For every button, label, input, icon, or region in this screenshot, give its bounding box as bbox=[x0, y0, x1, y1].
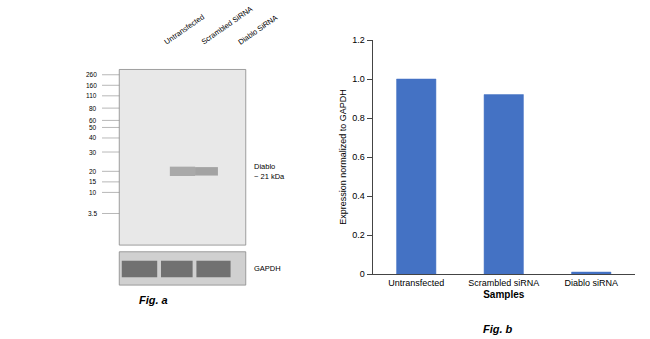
svg-text:110: 110 bbox=[86, 92, 97, 99]
svg-text:3.5: 3.5 bbox=[88, 210, 97, 217]
svg-text:260: 260 bbox=[86, 71, 97, 78]
svg-text:1.2: 1.2 bbox=[352, 35, 365, 45]
svg-text:0.4: 0.4 bbox=[352, 191, 365, 201]
svg-text:Diablo SiRNA: Diablo SiRNA bbox=[236, 13, 279, 47]
svg-text:Untransfected: Untransfected bbox=[388, 278, 444, 288]
svg-text:1.0: 1.0 bbox=[352, 74, 365, 84]
svg-text:15: 15 bbox=[89, 178, 97, 185]
svg-text:Samples: Samples bbox=[483, 289, 525, 300]
svg-text:60: 60 bbox=[89, 117, 97, 124]
svg-text:Diablo siRNA: Diablo siRNA bbox=[564, 278, 618, 288]
svg-text:GAPDH: GAPDH bbox=[254, 264, 281, 273]
svg-text:30: 30 bbox=[89, 149, 97, 156]
svg-text:0.8: 0.8 bbox=[352, 113, 365, 123]
svg-text:10: 10 bbox=[89, 189, 97, 196]
svg-text:50: 50 bbox=[89, 124, 97, 131]
svg-text:Scrambled siRNA: Scrambled siRNA bbox=[468, 278, 539, 288]
svg-text:Untransfected: Untransfected bbox=[163, 12, 206, 46]
svg-text:20: 20 bbox=[89, 168, 97, 175]
svg-text:80: 80 bbox=[89, 105, 97, 112]
svg-text:Fig. a: Fig. a bbox=[139, 294, 168, 306]
svg-text:0.2: 0.2 bbox=[352, 230, 365, 240]
svg-text:Fig. b: Fig. b bbox=[483, 323, 513, 335]
svg-text:Scrambled SiRNA: Scrambled SiRNA bbox=[200, 4, 255, 46]
svg-text:Diablo~ 21 kDa: Diablo~ 21 kDa bbox=[254, 162, 285, 181]
svg-text:0: 0 bbox=[360, 269, 365, 279]
svg-text:40: 40 bbox=[89, 134, 97, 141]
svg-text:Expression normalized to GAPDH: Expression normalized to GAPDH bbox=[338, 89, 348, 225]
svg-text:160: 160 bbox=[86, 82, 97, 89]
svg-text:0.6: 0.6 bbox=[352, 152, 365, 162]
